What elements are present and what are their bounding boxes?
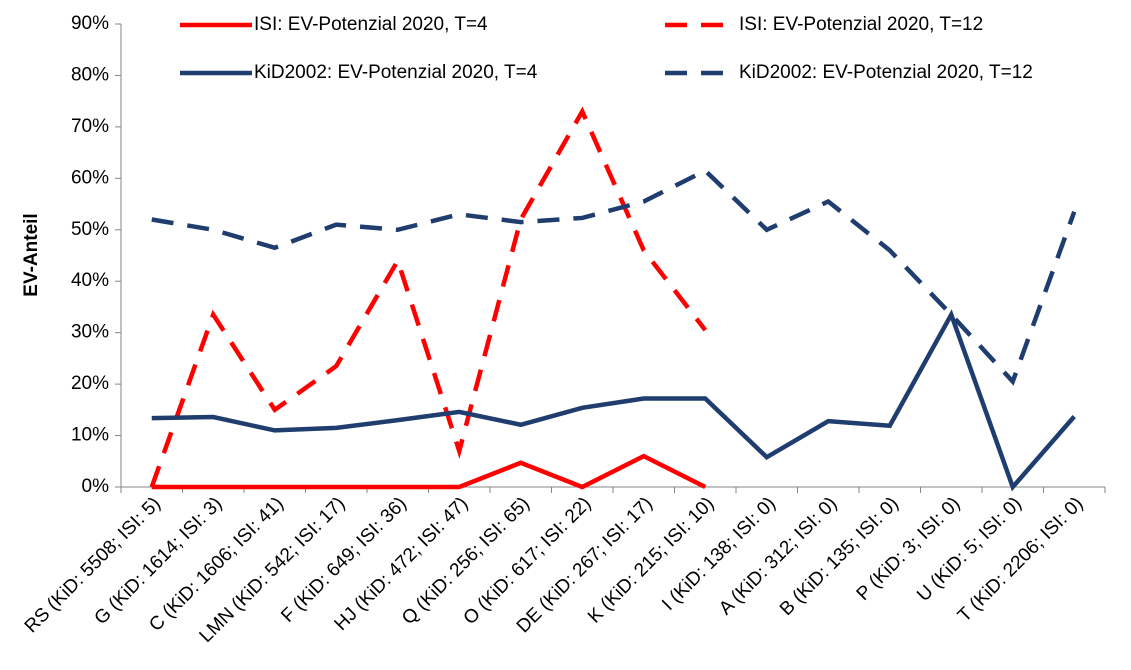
y-axis-title: EV-Anteil	[21, 213, 42, 296]
x-tick-label: I (KiD: 138; ISI: 0)	[658, 493, 780, 615]
legend-label: ISI: EV-Potenzial 2020, T=12	[739, 14, 983, 35]
y-tick-label: 20%	[71, 373, 109, 394]
legend-label: ISI: EV-Potenzial 2020, T=4	[254, 14, 488, 35]
y-tick-label: 80%	[71, 64, 109, 85]
legend-label: KiD2002: EV-Potenzial 2020, T=12	[739, 62, 1033, 83]
series-line	[151, 167, 1077, 386]
series-line	[149, 106, 708, 488]
series-line	[151, 309, 1076, 492]
y-tick-label: 50%	[71, 219, 109, 240]
x-tick-label: U (KiD: 5; ISI: 0)	[913, 493, 1026, 606]
x-tick-label: A (KiD: 312; ISI: 0)	[715, 493, 841, 619]
y-tick-label: 0%	[82, 476, 110, 497]
series-line	[151, 453, 707, 490]
x-tick-label: P (KiD: 3; ISI: 0)	[853, 493, 965, 605]
y-tick-label: 90%	[71, 13, 109, 34]
y-tick-label: 30%	[71, 322, 109, 343]
y-tick-label: 60%	[71, 167, 109, 188]
x-tick-label: B (KiD: 135; ISI: 0)	[776, 493, 903, 620]
y-tick-label: 70%	[71, 116, 109, 137]
y-tick-label: 10%	[71, 425, 109, 446]
legend-label: KiD2002: EV-Potenzial 2020, T=4	[254, 62, 538, 83]
y-tick-label: 40%	[71, 270, 109, 291]
